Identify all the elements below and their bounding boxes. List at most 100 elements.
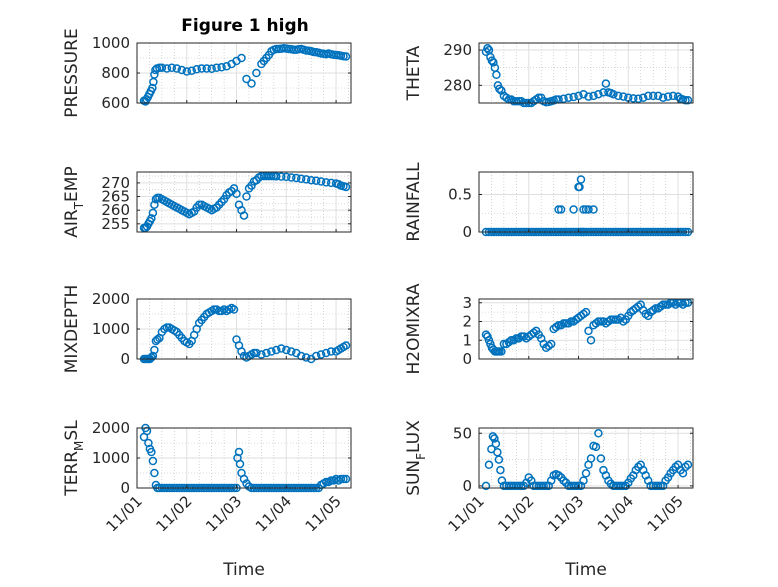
data-point [579, 89, 588, 99]
mixdepth-panel: 0 1000 2000 MIXDEPTH [62, 285, 352, 374]
y-tick-label: 600 [101, 94, 130, 112]
data-point [301, 175, 311, 184]
data-point [574, 481, 583, 491]
y-tick-label: 270 [101, 174, 130, 192]
data-point [512, 334, 521, 343]
data-point [316, 350, 326, 359]
data-point [586, 336, 596, 345]
data-point [147, 447, 156, 457]
data-point [581, 469, 591, 478]
data-point [614, 91, 623, 101]
data-point [681, 462, 690, 472]
data-point [252, 68, 261, 78]
axes-frame [478, 427, 694, 489]
data-point [663, 473, 673, 482]
data-point [554, 471, 563, 480]
y-tick-label: 1000 [92, 449, 130, 467]
figure-title: Figure 1 high [181, 16, 309, 36]
data-point [321, 348, 331, 358]
data-point [202, 64, 211, 73]
data-point [491, 439, 501, 449]
data-point [589, 91, 598, 101]
data-point [609, 315, 618, 324]
data-point [483, 44, 492, 53]
data-point [239, 474, 249, 484]
y-axis-label: SUNFLUX [404, 420, 428, 496]
data-point [591, 319, 601, 328]
data-point [541, 481, 551, 491]
data-point [668, 91, 678, 101]
y-axis-label: PRESSURE [62, 28, 82, 117]
data-point [153, 335, 162, 344]
y-axis-label-main: THETA [404, 45, 424, 101]
data-point [147, 353, 156, 362]
data-point [653, 481, 663, 491]
y-tick-label: 50 [453, 424, 472, 442]
data-point [257, 350, 266, 359]
data-point [287, 173, 296, 182]
terr-msl-panel: 0 1000 2000 11/01 11/02 11/03 11/04 11/05 TERRMS… [62, 419, 352, 580]
data-point [341, 52, 351, 61]
data-point [484, 460, 494, 470]
data-point [481, 481, 491, 491]
data-point [596, 454, 606, 463]
data-point [192, 65, 201, 74]
data-point [277, 172, 286, 181]
y-tick-label: 0.5 [448, 186, 472, 204]
data-point [564, 93, 573, 102]
data-markers [139, 44, 351, 106]
data-point [148, 83, 157, 93]
data-point [495, 84, 504, 94]
data-point [663, 92, 673, 101]
data-point [579, 205, 588, 214]
data-point [512, 96, 521, 106]
pressure-panel: 600 800 1000 PRESSURE [62, 28, 352, 118]
y-tick-label: 3 [462, 294, 472, 312]
data-point [147, 214, 156, 223]
data-point [586, 454, 596, 463]
data-point [574, 91, 583, 101]
y-axis-label: RAINFALL [404, 162, 424, 242]
data-point [222, 62, 231, 71]
data-point [172, 64, 182, 73]
data-point [167, 63, 177, 73]
data-point [326, 347, 336, 356]
data-point [229, 305, 239, 314]
data-point [311, 176, 321, 185]
data-point [579, 476, 588, 485]
data-point [489, 58, 498, 67]
data-point [341, 341, 351, 350]
data-point [546, 339, 556, 349]
y-axis-label-subscript: T [72, 201, 86, 210]
y-axis-label-main: MIXDEPTH [62, 285, 82, 374]
y-axis-label: MIXDEPTH [62, 285, 82, 374]
data-point [561, 319, 571, 328]
y-axis-label-suffix: SL [62, 420, 82, 441]
data-point [566, 317, 576, 326]
axes-frame [478, 298, 694, 360]
data-point [576, 175, 586, 184]
data-point [619, 92, 628, 101]
data-point [237, 53, 246, 63]
x-tick-label: 11/04 [594, 492, 637, 535]
x-axis-label: Time [222, 560, 265, 580]
x-tick-label: 11/04 [252, 492, 295, 535]
data-point [277, 344, 286, 353]
y-tick-label: 0 [462, 223, 472, 241]
data-point [594, 317, 603, 326]
data-point [272, 345, 281, 355]
y-tick-label: 0 [462, 477, 472, 495]
y-axis-label: H2OMIXRA [404, 283, 424, 374]
data-point [584, 92, 593, 101]
data-point [296, 174, 306, 184]
data-point [653, 91, 663, 101]
data-point [212, 63, 221, 73]
data-point [514, 481, 524, 491]
data-point [507, 336, 516, 345]
theta-panel: 280 290 THETA [404, 41, 694, 108]
data-point [496, 465, 505, 475]
